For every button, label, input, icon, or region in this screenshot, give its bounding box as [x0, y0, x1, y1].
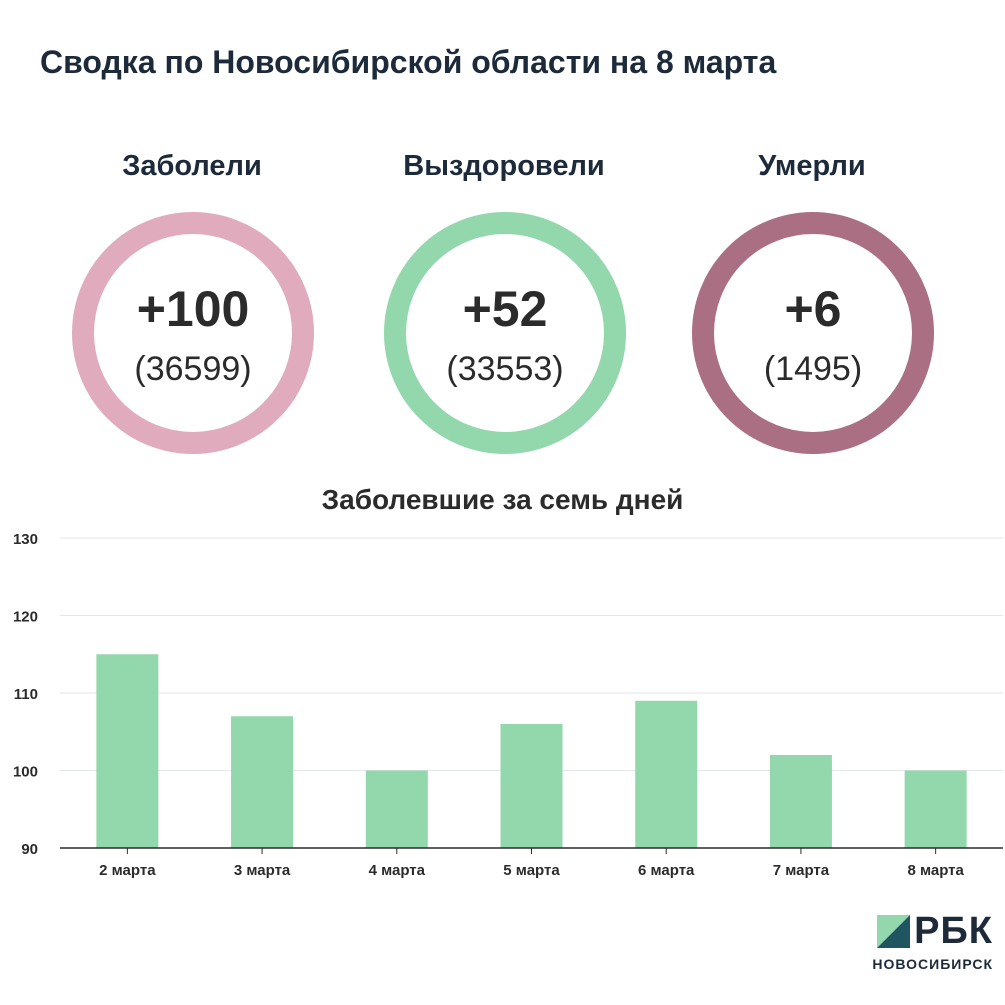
stat-total: (33553) — [446, 350, 564, 388]
x-tick-label: 7 марта — [773, 862, 830, 879]
stat-delta: +100 — [136, 281, 250, 337]
stat-total: (36599) — [134, 350, 252, 388]
stat-total: (1495) — [763, 350, 863, 388]
y-tick-label: 90 — [21, 841, 38, 858]
page-title: Сводка по Новосибирской области на 8 мар… — [40, 44, 777, 80]
y-tick-label: 120 — [13, 609, 38, 626]
bar — [635, 700, 698, 848]
y-tick-label: 100 — [13, 764, 38, 781]
rbc-logo: РБК НОВОСИБИРСК — [872, 912, 993, 972]
stat-ring: +52 (33553) — [384, 212, 626, 454]
chart-title: Заболевшие за семь дней — [321, 484, 684, 515]
rbc-logo-icon — [877, 914, 911, 948]
bar-chart: 90 100 110 120 130 2 марта 3 марта 4 марта 5 мар… — [13, 531, 1003, 879]
logo-city: НОВОСИБИРСК — [872, 956, 993, 972]
bar — [500, 724, 563, 848]
x-tick-label: 8 марта — [907, 862, 964, 879]
y-tick-label: 130 — [13, 531, 38, 548]
stat-ring: +100 (36599) — [72, 212, 314, 454]
x-tick-label: 2 марта — [99, 862, 156, 879]
x-tick-label: 5 марта — [503, 862, 560, 879]
bar — [904, 770, 967, 848]
logo-name: РБК — [914, 910, 993, 952]
y-tick-label: 110 — [14, 686, 38, 703]
stat-label: Умерли — [758, 150, 866, 182]
stat-delta: +52 — [462, 281, 548, 337]
stat-label: Заболели — [122, 150, 262, 182]
bar — [231, 716, 294, 848]
stat-label: Выздоровели — [403, 150, 605, 182]
x-tick-label: 6 марта — [638, 862, 695, 879]
x-tick-label: 3 марта — [234, 862, 291, 879]
bar — [769, 755, 832, 848]
x-tick-label: 4 марта — [369, 862, 426, 879]
stat-delta: +6 — [784, 281, 842, 337]
bar — [96, 654, 159, 848]
stat-ring: +6 (1495) — [692, 212, 934, 454]
bar — [365, 770, 428, 848]
